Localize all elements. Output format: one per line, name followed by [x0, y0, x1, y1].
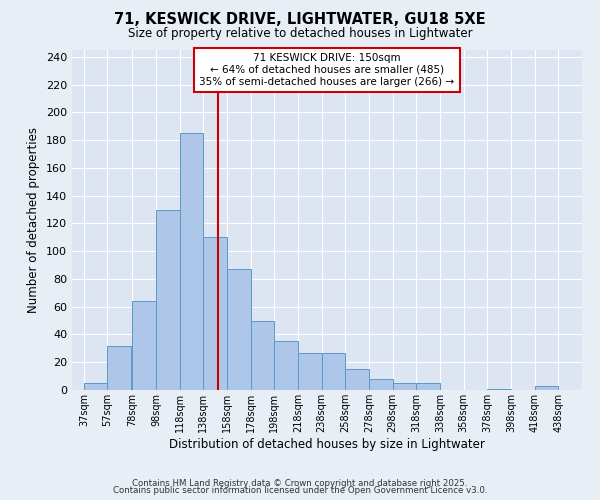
Bar — [107, 346, 131, 390]
Text: 71 KESWICK DRIVE: 150sqm
← 64% of detached houses are smaller (485)
35% of semi-: 71 KESWICK DRIVE: 150sqm ← 64% of detach… — [199, 54, 455, 86]
Bar — [392, 383, 416, 390]
Text: Contains HM Land Registry data © Crown copyright and database right 2025.: Contains HM Land Registry data © Crown c… — [132, 478, 468, 488]
Bar — [133, 301, 156, 390]
Text: Contains public sector information licensed under the Open Government Licence v3: Contains public sector information licen… — [113, 486, 487, 495]
Text: 71, KESWICK DRIVE, LIGHTWATER, GU18 5XE: 71, KESWICK DRIVE, LIGHTWATER, GU18 5XE — [114, 12, 486, 28]
Bar — [487, 388, 511, 390]
Bar — [535, 386, 559, 390]
Bar — [179, 134, 203, 390]
Bar — [203, 238, 227, 390]
Bar — [251, 320, 274, 390]
Text: Size of property relative to detached houses in Lightwater: Size of property relative to detached ho… — [128, 28, 472, 40]
Bar — [84, 383, 107, 390]
Bar — [416, 383, 440, 390]
Bar — [322, 352, 346, 390]
Bar — [156, 210, 179, 390]
Bar — [346, 369, 369, 390]
X-axis label: Distribution of detached houses by size in Lightwater: Distribution of detached houses by size … — [169, 438, 485, 450]
Bar — [369, 379, 392, 390]
Bar — [227, 270, 251, 390]
Bar — [298, 352, 322, 390]
Bar — [274, 342, 298, 390]
Y-axis label: Number of detached properties: Number of detached properties — [28, 127, 40, 313]
